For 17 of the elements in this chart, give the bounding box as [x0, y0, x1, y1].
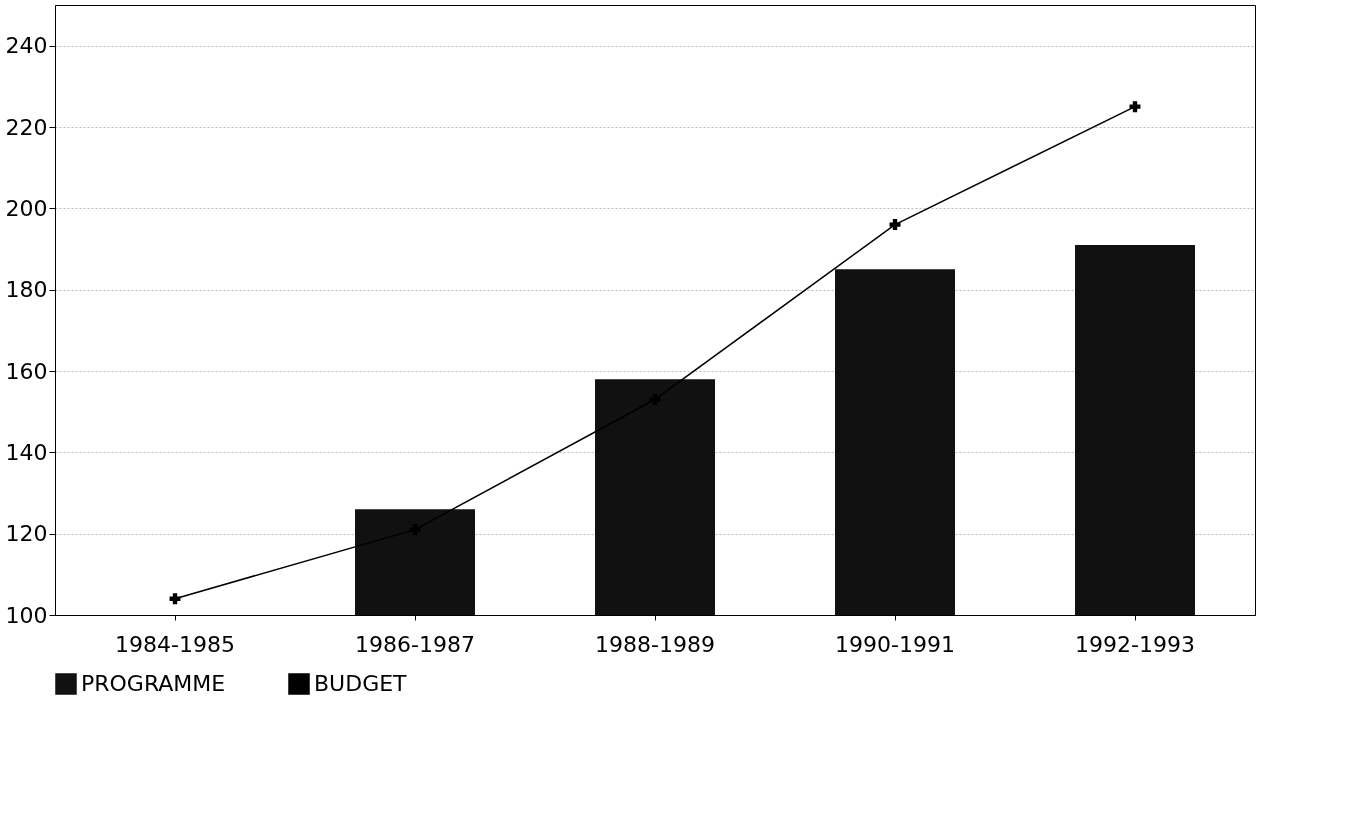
y-tick-label: 180 [5, 277, 48, 303]
x-tick-label: 1986-1987 [355, 631, 475, 657]
legend-label: BUDGET [314, 671, 408, 696]
y-tick-label: 220 [5, 114, 48, 140]
x-tick-label: 1990-1991 [835, 631, 955, 657]
x-tick-label: 1984-1985 [115, 631, 235, 657]
point [1129, 101, 1141, 113]
x-tick-label: 1992-1993 [1075, 631, 1195, 657]
y-tick-label: 160 [5, 358, 48, 384]
x-tick-label: 1988-1989 [595, 631, 715, 657]
point [889, 219, 901, 231]
y-tick-label: 240 [5, 33, 48, 59]
y-tick-label: 100 [5, 602, 48, 628]
y-tick-label: 140 [5, 439, 48, 465]
legend-label: PROGRAMME [81, 671, 226, 696]
y-tick-label: 200 [5, 195, 48, 221]
y-tick-label: 120 [5, 521, 48, 547]
